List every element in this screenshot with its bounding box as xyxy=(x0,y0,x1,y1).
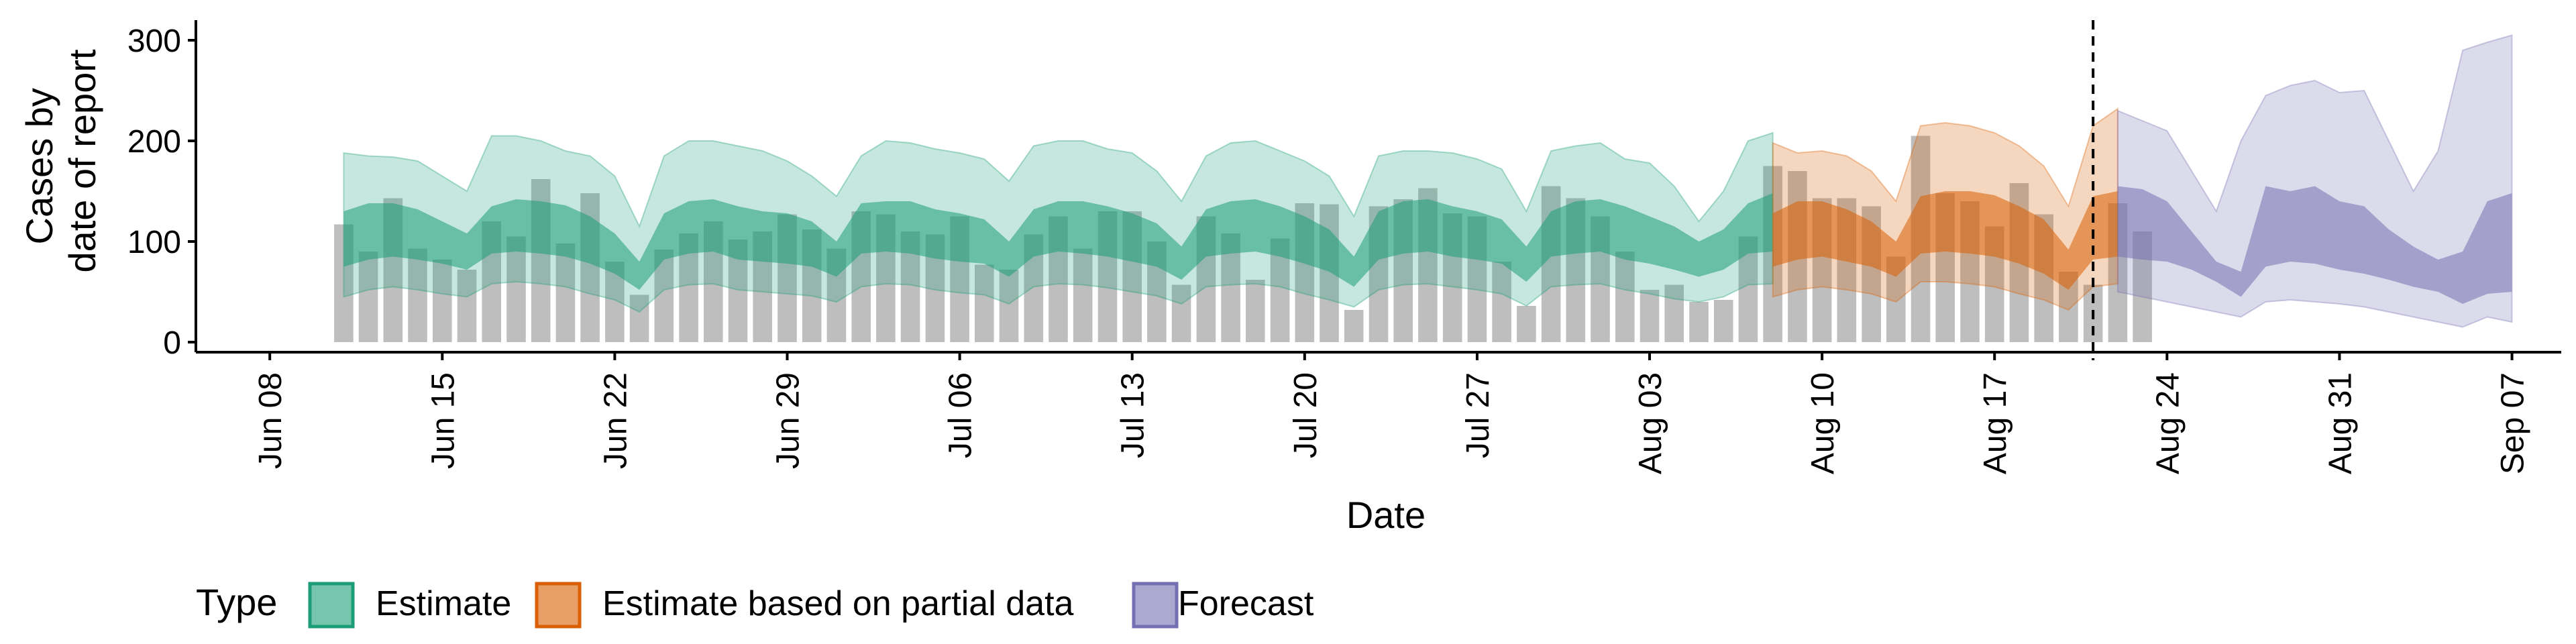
case-bar xyxy=(1492,262,1511,342)
x-tick-label: Jun 08 xyxy=(253,372,288,469)
legend-label-estimate: Estimate xyxy=(376,584,511,623)
y-axis-title-line-2: date of report xyxy=(61,49,103,273)
ribbon-inner-forecast xyxy=(2117,186,2512,304)
case-bar xyxy=(1171,284,1191,342)
legend-title: Type xyxy=(196,581,277,623)
x-axis-title: Date xyxy=(1346,494,1426,536)
y-axis-title-line-1: Cases by xyxy=(18,88,60,244)
y-axis-title: Cases by date of report xyxy=(18,49,103,273)
legend-key-partial xyxy=(535,582,582,629)
case-bar xyxy=(975,264,994,342)
y-tick-label: 100 xyxy=(127,225,181,260)
y-ticks: 0 100 200 300 xyxy=(127,23,196,361)
case-bar xyxy=(555,244,576,342)
case-bar xyxy=(1689,302,1709,342)
case-bar xyxy=(1344,310,1364,342)
x-tick-label: Aug 24 xyxy=(2150,372,2186,474)
x-tick-label: Aug 17 xyxy=(1978,372,2013,474)
case-bar xyxy=(1713,300,1733,342)
case-bar xyxy=(1664,284,1684,342)
x-tick-label: Jul 06 xyxy=(943,372,979,458)
axes: 0 100 200 300 Jun 08 Jun 15 Jun 22 Jun 29 Jul 0… xyxy=(127,20,2561,474)
legend: Type Estimate Estimate based on partial … xyxy=(196,581,1314,629)
case-bar xyxy=(457,270,477,342)
x-tick-label: Jul 27 xyxy=(1460,372,1496,458)
case-bar xyxy=(1246,280,1265,342)
x-tick-label: Jun 15 xyxy=(425,372,461,469)
x-tick-label: Jul 13 xyxy=(1116,372,1151,458)
x-tick-label: Sep 07 xyxy=(2496,372,2531,474)
legend-key-estimate xyxy=(308,582,355,629)
legend-label-forecast: Forecast xyxy=(1178,584,1314,623)
case-bar xyxy=(1615,252,1635,342)
case-bar xyxy=(1640,290,1660,342)
x-tick-label: Aug 31 xyxy=(2322,372,2358,474)
x-tick-label: Jun 22 xyxy=(598,372,633,469)
ribbon-inner-estimate-based-on-partial-data xyxy=(1772,191,2118,290)
plot-area xyxy=(334,20,2513,360)
case-bar xyxy=(358,252,378,342)
x-ticks: Jun 08 Jun 15 Jun 22 Jun 29 Jul 06 Jul 13 Jul … xyxy=(253,352,2531,474)
case-bar xyxy=(433,260,452,342)
x-tick-label: Aug 03 xyxy=(1633,372,1668,474)
x-tick-label: Jun 29 xyxy=(771,372,806,469)
x-tick-label: Aug 10 xyxy=(1805,372,1841,474)
case-bar xyxy=(1073,248,1093,342)
legend-key-forecast xyxy=(1132,582,1179,629)
y-tick-label: 200 xyxy=(127,124,181,160)
case-bar xyxy=(1517,306,1536,342)
ribbon-inner-estimate xyxy=(343,193,1773,290)
case-bar xyxy=(408,248,427,342)
legend-label-partial: Estimate based on partial data xyxy=(602,584,1074,623)
case-bar xyxy=(999,270,1019,342)
y-tick-label: 300 xyxy=(127,23,181,59)
case-bar xyxy=(506,236,526,342)
case-bar xyxy=(629,294,649,342)
x-tick-label: Jul 20 xyxy=(1288,372,1324,458)
y-tick-label: 0 xyxy=(163,325,181,361)
